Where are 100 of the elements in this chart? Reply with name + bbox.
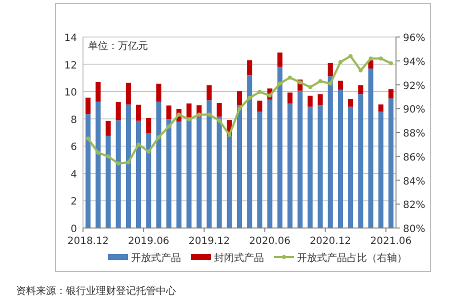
y-tick-label: 0 xyxy=(70,224,77,235)
point xyxy=(318,79,322,84)
x-tick-label: 2018.12 xyxy=(67,236,109,247)
bar xyxy=(328,76,333,228)
bar xyxy=(96,102,101,228)
point xyxy=(248,96,252,100)
bar xyxy=(186,117,192,228)
bar xyxy=(156,84,162,102)
point xyxy=(126,160,130,164)
point xyxy=(197,112,202,117)
bar xyxy=(388,89,394,98)
bar xyxy=(106,136,111,228)
point xyxy=(278,82,282,86)
point xyxy=(288,76,292,80)
bar xyxy=(236,105,242,228)
bar xyxy=(146,118,152,134)
bar xyxy=(318,94,323,106)
point xyxy=(166,124,171,129)
x-tick-label: 2021.06 xyxy=(370,236,412,247)
bar xyxy=(216,116,222,228)
point xyxy=(116,162,120,166)
legend-label: 开放式产品占比（右轴） xyxy=(297,252,407,264)
point xyxy=(96,150,100,155)
bar xyxy=(287,103,293,228)
bar xyxy=(277,66,282,228)
point xyxy=(368,56,373,60)
point xyxy=(348,54,353,58)
bar xyxy=(126,104,131,228)
bar xyxy=(247,75,252,228)
x-tick-label: 2020.12 xyxy=(310,236,352,247)
bar xyxy=(206,85,212,100)
point xyxy=(86,136,90,140)
bar xyxy=(156,102,162,228)
y2-tick-label: 86% xyxy=(403,152,426,164)
y-tick-label: 4 xyxy=(70,169,77,180)
point xyxy=(308,85,312,90)
y-tick-label: 10 xyxy=(64,88,77,99)
bar xyxy=(287,92,293,104)
point xyxy=(358,68,363,72)
y2-tick-label: 80% xyxy=(403,224,426,235)
y-tick-label: 6 xyxy=(70,142,77,154)
bar xyxy=(186,103,192,118)
bar xyxy=(378,112,384,228)
point xyxy=(106,154,110,158)
bar xyxy=(368,68,374,228)
bar xyxy=(308,106,313,228)
bar xyxy=(388,98,394,228)
bar xyxy=(116,102,121,120)
point xyxy=(298,80,302,84)
bar xyxy=(236,91,242,106)
y2-tick-label: 92% xyxy=(403,80,426,92)
bar xyxy=(277,52,282,67)
point xyxy=(156,135,161,140)
bar xyxy=(338,80,343,90)
bar xyxy=(136,120,142,228)
y2-tick-label: 94% xyxy=(403,56,426,68)
bar xyxy=(206,100,212,228)
y2-tick-label: 88% xyxy=(403,128,426,140)
bar xyxy=(358,85,364,94)
y-tick-label: 8 xyxy=(70,114,77,126)
bar xyxy=(146,133,152,228)
point xyxy=(328,82,332,86)
x-tick-label: 2019.06 xyxy=(128,236,170,247)
text: 资料来源：银行业理财登记托管中心 xyxy=(16,285,176,297)
bar xyxy=(226,136,232,228)
point xyxy=(146,150,151,154)
bar xyxy=(348,106,354,228)
bar xyxy=(116,120,121,228)
bar xyxy=(136,104,142,121)
bar xyxy=(378,104,384,112)
bar xyxy=(257,112,262,228)
y-tick-label: 2 xyxy=(70,196,77,208)
point xyxy=(338,60,342,64)
legend-label: 封闭式产品 xyxy=(214,252,264,264)
x-tick-label: 2019.12 xyxy=(188,236,230,247)
bar xyxy=(308,96,313,107)
point xyxy=(378,56,383,60)
y2-tick-label: 90% xyxy=(403,104,426,116)
y-tick-label: 14 xyxy=(64,33,77,44)
bar xyxy=(96,82,101,102)
bar xyxy=(86,114,91,228)
point xyxy=(238,106,242,111)
bar xyxy=(348,99,354,107)
bar xyxy=(247,60,252,76)
bar xyxy=(298,90,303,228)
point xyxy=(207,112,212,117)
bar xyxy=(176,122,182,228)
y2-tick-label: 96% xyxy=(403,33,426,44)
y-tick-label: 12 xyxy=(64,60,77,72)
bar xyxy=(196,116,202,228)
y2-tick-label: 82% xyxy=(403,200,426,212)
bar xyxy=(328,62,333,76)
point xyxy=(258,90,262,94)
bar xyxy=(267,99,272,228)
bar xyxy=(338,90,343,228)
bar xyxy=(86,98,91,114)
bar xyxy=(106,120,111,136)
annotation: 单位：万亿元 xyxy=(88,40,148,52)
bar xyxy=(216,103,222,117)
x-tick-label: 2020.06 xyxy=(249,236,290,247)
